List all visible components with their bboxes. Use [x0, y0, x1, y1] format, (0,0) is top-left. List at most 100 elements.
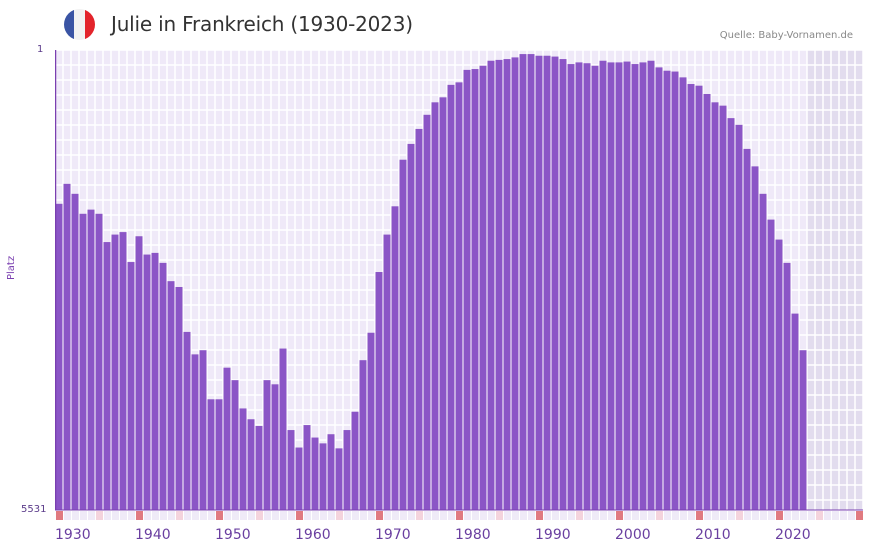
bar-1940[interactable] — [135, 236, 143, 511]
bar-1941[interactable] — [143, 254, 151, 510]
bar-1975[interactable] — [415, 128, 423, 511]
bar-1976[interactable] — [423, 114, 431, 510]
bar-2006[interactable] — [663, 70, 671, 511]
bar-1998[interactable] — [599, 60, 607, 510]
bar-1937[interactable] — [111, 234, 119, 510]
bar-1944[interactable] — [167, 281, 175, 510]
bar-1989[interactable] — [527, 54, 535, 510]
bar-1994[interactable] — [567, 64, 575, 511]
bar-chart-svg — [55, 50, 863, 520]
bar-1970[interactable] — [375, 272, 383, 510]
bar-1969[interactable] — [367, 332, 375, 510]
bar-1988[interactable] — [519, 54, 527, 510]
bar-2022[interactable] — [791, 313, 799, 510]
bar-1979[interactable] — [447, 84, 455, 511]
bar-1948[interactable] — [199, 350, 207, 510]
bar-2001[interactable] — [623, 61, 631, 511]
bar-2011[interactable] — [703, 94, 711, 511]
bar-1936[interactable] — [103, 242, 111, 510]
bar-1993[interactable] — [559, 59, 567, 511]
bar-1947[interactable] — [191, 354, 199, 510]
bar-1963[interactable] — [319, 443, 327, 510]
bar-1995[interactable] — [575, 62, 583, 510]
bar-1986[interactable] — [503, 59, 511, 511]
bar-1954[interactable] — [247, 419, 255, 510]
bar-1996[interactable] — [583, 63, 591, 510]
bar-1951[interactable] — [223, 367, 231, 510]
bar-1950[interactable] — [215, 399, 223, 510]
bar-1991[interactable] — [543, 55, 551, 511]
bar-1974[interactable] — [407, 143, 415, 510]
bar-1959[interactable] — [287, 430, 295, 510]
bar-1983[interactable] — [479, 65, 487, 510]
x-tick-label: 1950 — [215, 527, 251, 543]
bar-1962[interactable] — [311, 437, 319, 510]
bar-1946[interactable] — [183, 331, 191, 510]
bar-1977[interactable] — [431, 102, 439, 510]
y-tick-top: 1 — [37, 44, 44, 55]
bar-1978[interactable] — [439, 97, 447, 510]
x-tick-label: 1960 — [295, 527, 331, 543]
bar-1933[interactable] — [79, 213, 87, 510]
bar-2009[interactable] — [687, 84, 695, 510]
bar-1939[interactable] — [127, 262, 135, 510]
bar-1934[interactable] — [87, 209, 95, 510]
bar-1997[interactable] — [591, 65, 599, 510]
bar-1953[interactable] — [239, 408, 247, 510]
bar-1943[interactable] — [159, 262, 167, 510]
bar-2017[interactable] — [751, 166, 759, 511]
bar-1987[interactable] — [511, 57, 519, 510]
bar-2004[interactable] — [647, 60, 655, 510]
x-tick-label: 2020 — [775, 527, 811, 543]
bar-1968[interactable] — [359, 360, 367, 510]
bar-2000[interactable] — [615, 62, 623, 510]
bar-2016[interactable] — [743, 148, 751, 510]
bar-1967[interactable] — [351, 411, 359, 510]
bar-1966[interactable] — [343, 430, 351, 510]
bar-1982[interactable] — [471, 69, 479, 510]
bar-2012[interactable] — [711, 102, 719, 510]
bar-2018[interactable] — [759, 193, 767, 510]
bar-2021[interactable] — [783, 262, 791, 510]
bar-1938[interactable] — [119, 232, 127, 510]
bar-1980[interactable] — [455, 82, 463, 511]
bar-2023[interactable] — [799, 350, 807, 510]
bar-1957[interactable] — [271, 384, 279, 510]
bar-1960[interactable] — [295, 447, 303, 510]
bar-1945[interactable] — [175, 286, 183, 510]
bar-2007[interactable] — [671, 71, 679, 510]
source-link[interactable]: Quelle: Baby-Vornamen.de — [719, 30, 853, 41]
bar-1935[interactable] — [95, 213, 103, 510]
bar-1981[interactable] — [463, 69, 471, 511]
bar-2015[interactable] — [735, 124, 743, 511]
bar-1964[interactable] — [327, 434, 335, 510]
bar-1985[interactable] — [495, 59, 503, 510]
bar-1984[interactable] — [487, 60, 495, 510]
bar-1952[interactable] — [231, 380, 239, 510]
bar-2005[interactable] — [655, 67, 663, 511]
bar-1942[interactable] — [151, 252, 159, 511]
bar-2013[interactable] — [719, 105, 727, 511]
bar-1990[interactable] — [535, 55, 543, 511]
bar-2002[interactable] — [631, 64, 639, 511]
bar-1955[interactable] — [255, 425, 263, 510]
bar-1992[interactable] — [551, 56, 559, 511]
bar-1930[interactable] — [55, 203, 63, 511]
bar-1958[interactable] — [279, 348, 287, 510]
bar-1973[interactable] — [399, 159, 407, 510]
bar-1956[interactable] — [263, 380, 271, 510]
bar-1999[interactable] — [607, 62, 615, 510]
bar-1971[interactable] — [383, 234, 391, 510]
bar-1931[interactable] — [63, 183, 71, 510]
bar-1965[interactable] — [335, 448, 343, 510]
bar-2014[interactable] — [727, 118, 735, 510]
bar-2008[interactable] — [679, 77, 687, 510]
bar-1949[interactable] — [207, 399, 215, 510]
bar-1932[interactable] — [71, 193, 79, 510]
bar-2010[interactable] — [695, 85, 703, 510]
bar-2020[interactable] — [775, 239, 783, 510]
bar-2003[interactable] — [639, 62, 647, 510]
bar-2019[interactable] — [767, 219, 775, 510]
bar-1972[interactable] — [391, 206, 399, 511]
bar-1961[interactable] — [303, 425, 311, 510]
